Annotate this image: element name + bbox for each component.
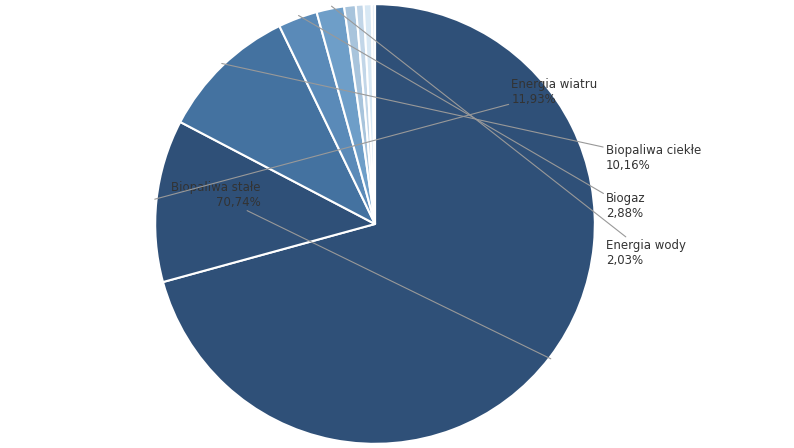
Text: Pompy ciepła
0,58%: Pompy ciepła 0,58% xyxy=(0,447,1,448)
Text: Energia słoneczna
0,58%: Energia słoneczna 0,58% xyxy=(0,447,1,448)
Wedge shape xyxy=(317,6,375,224)
Text: Energia
geotermalna
0,24%: Energia geotermalna 0,24% xyxy=(0,447,1,448)
Wedge shape xyxy=(344,5,375,224)
Text: Biopaliwa ciekłe
10,16%: Biopaliwa ciekłe 10,16% xyxy=(222,64,701,172)
Text: Biopaliwa stałe
70,74%: Biopaliwa stałe 70,74% xyxy=(172,181,551,359)
Text: Biogaz
2,88%: Biogaz 2,88% xyxy=(299,16,646,220)
Wedge shape xyxy=(180,26,375,224)
Text: Energia wiatru
11,93%: Energia wiatru 11,93% xyxy=(155,78,598,199)
Wedge shape xyxy=(372,4,375,224)
Text: Energia wody
2,03%: Energia wody 2,03% xyxy=(332,6,686,267)
Wedge shape xyxy=(155,122,375,282)
Wedge shape xyxy=(364,4,375,224)
Text: Odpady komunalne
0,85%: Odpady komunalne 0,85% xyxy=(0,447,1,448)
Wedge shape xyxy=(163,4,595,444)
Wedge shape xyxy=(279,12,375,224)
Wedge shape xyxy=(356,4,375,224)
